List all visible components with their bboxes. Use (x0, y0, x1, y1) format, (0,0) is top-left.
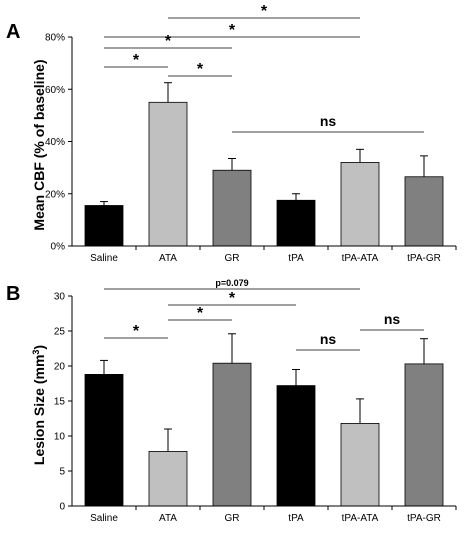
significance-label-a: * (229, 22, 236, 39)
bar-b-tpa-gr (404, 363, 444, 507)
bar-b-ata (148, 450, 188, 507)
category-label-a: Saline (90, 253, 118, 264)
category-label-a: tPA (288, 253, 304, 264)
y-tick-label-a: 0% (51, 242, 66, 253)
category-label-a: tPA-GR (407, 253, 441, 264)
bar-a-tpa-ata (340, 161, 380, 247)
y-axis-label-a: Mean CBF (% of baseline) (31, 59, 47, 230)
category-label-b: GR (225, 513, 240, 524)
bar-b-saline (84, 373, 124, 507)
category-label-a: ATA (159, 253, 177, 264)
y-tick-label-b: 25 (54, 327, 66, 338)
category-label-a: GR (225, 253, 240, 264)
significance-label-b: * (197, 305, 204, 322)
category-label-b: Saline (90, 513, 118, 524)
category-label-b: tPA-GR (407, 513, 441, 524)
bar-a-tpa-gr (404, 176, 444, 247)
panel-letter-b: B (6, 283, 20, 305)
bar-a-ata (148, 101, 188, 247)
chart-panel-b: 0 5 10 15 20 25 30 Saline ATA GR tPA tPA-ATA tPA-GR *… (54, 278, 457, 524)
bar-b-tpa (276, 385, 316, 507)
category-label-a: tPA-ATA (342, 253, 379, 264)
significance-label-a: * (197, 61, 204, 78)
y-tick-label-b: 10 (54, 432, 66, 443)
y-tick-label-b: 15 (54, 397, 66, 408)
significance-label-b: * (133, 323, 140, 340)
y-tick-label-b: 20 (54, 362, 66, 373)
bar-b-tpa-ata (340, 422, 380, 507)
y-tick-label-a: 80% (45, 33, 65, 44)
y-tick-label-b: 30 (54, 292, 66, 303)
bar-b-gr (212, 362, 252, 507)
category-label-b: ATA (159, 513, 177, 524)
significance-label-b: p=0.079 (215, 278, 248, 288)
bar-a-tpa (276, 199, 316, 247)
panel-letter-a: A (6, 21, 20, 43)
significance-label-a: * (165, 33, 172, 50)
y-tick-label-b: 0 (59, 502, 65, 513)
category-label-b: tPA-ATA (342, 513, 379, 524)
bar-a-saline (84, 205, 124, 247)
y-axis-label-b: Lesion Size (mm3) (31, 345, 47, 465)
significance-label-b: ns (320, 331, 337, 347)
chart-panel-a: 0% 20% 40% 60% 80% Saline ATA GR tPA tPA-ATA tPA-G… (45, 3, 457, 264)
y-tick-label-a: 40% (45, 137, 65, 148)
category-label-b: tPA (288, 513, 304, 524)
y-tick-label-a: 60% (45, 85, 65, 96)
bar-a-gr (212, 169, 252, 247)
significance-label-a: * (133, 52, 140, 69)
significance-label-a: ns (320, 113, 337, 129)
significance-label-b: * (229, 290, 236, 307)
y-tick-label-a: 20% (45, 189, 65, 200)
significance-label-b: ns (384, 311, 401, 327)
significance-label-a: * (261, 3, 268, 20)
y-tick-label-b: 5 (59, 467, 65, 478)
